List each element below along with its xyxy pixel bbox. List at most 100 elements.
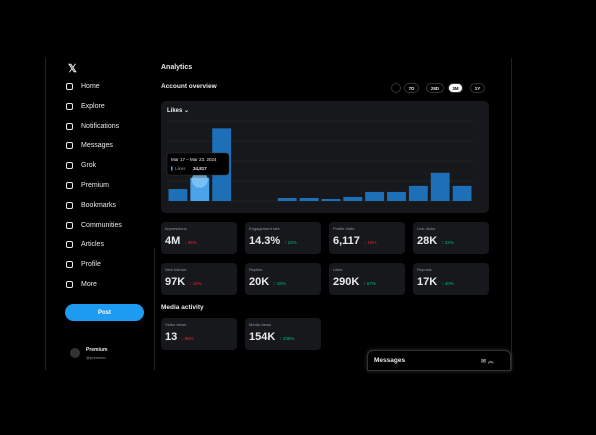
bar bbox=[343, 197, 363, 201]
change-value: 16% bbox=[192, 281, 202, 286]
metric-label: Media views bbox=[249, 322, 272, 327]
metric-number: 20K bbox=[249, 276, 270, 288]
metric-change: ↓ 98% bbox=[181, 336, 194, 341]
change-arrow: ↓ bbox=[189, 281, 193, 286]
metric-number: 97K bbox=[165, 276, 186, 288]
metric-card[interactable]: Engagement rate 14.3% ↑ 23% bbox=[245, 222, 321, 254]
likes-chart: Mar 17 – Mar 23, 2024 Likes 34,817 bbox=[166, 120, 473, 202]
period-button[interactable]: 3M bbox=[448, 83, 463, 93]
change-value: 22% bbox=[444, 240, 454, 245]
nav-icon bbox=[66, 281, 73, 288]
change-value: 18% bbox=[276, 281, 286, 286]
bar bbox=[321, 199, 341, 201]
metric-value: 28K ↑ 22% bbox=[417, 235, 454, 247]
metric-value: 97K ↓ 16% bbox=[165, 276, 202, 288]
nav-label: Premium bbox=[81, 182, 110, 189]
nav-item[interactable]: Grok bbox=[66, 162, 97, 170]
metric-label: New follows bbox=[165, 267, 187, 272]
metric-value: 6,117 ↓ 16% bbox=[333, 235, 376, 247]
tooltip bbox=[166, 152, 230, 176]
nav-item[interactable]: Notifications bbox=[66, 122, 120, 130]
app-window: 𝕏 Post Premium @premium Analytics Accoun… bbox=[45, 58, 512, 371]
page-title: Analytics bbox=[161, 64, 193, 71]
period-button[interactable]: 1Y bbox=[470, 83, 485, 93]
tooltip-date: Mar 17 – Mar 23, 2024 bbox=[171, 157, 217, 162]
messages-drawer[interactable]: Messages ✉ ︽ bbox=[367, 350, 511, 371]
metric-label: Replies bbox=[249, 267, 263, 272]
avatar bbox=[70, 348, 80, 358]
nav-icon bbox=[66, 162, 73, 170]
metric-card[interactable]: Link clicks 28K ↑ 22% bbox=[413, 222, 489, 254]
nav-label: Home bbox=[81, 83, 100, 90]
drawer-icons[interactable]: ✉ ︽ bbox=[481, 359, 494, 365]
metric-change: ↑ 67% bbox=[363, 281, 376, 286]
nav-label: Communities bbox=[81, 221, 122, 229]
metric-value: 17K ↑ 40% bbox=[417, 276, 454, 288]
metric-change: ↑ 18% bbox=[273, 281, 286, 286]
section-title: Media activity bbox=[161, 304, 204, 311]
nav-item[interactable]: Messages bbox=[66, 142, 113, 150]
metric-number: 28K bbox=[417, 235, 438, 247]
metric-card[interactable]: Reposts 17K ↑ 40% bbox=[413, 263, 489, 295]
change-value: 40% bbox=[444, 281, 454, 286]
calendar-button[interactable] bbox=[391, 83, 401, 93]
period-button[interactable]: 28D bbox=[426, 83, 444, 93]
metric-card[interactable]: Media views 154K ↑ 236% bbox=[245, 318, 321, 350]
nav-item[interactable]: Articles bbox=[66, 241, 104, 249]
metric-change: ↑ 236% bbox=[279, 336, 294, 341]
metric-card[interactable]: Video views 13 ↓ 98% bbox=[161, 318, 237, 350]
metric-card[interactable]: Impressions 4M ↓ 35% bbox=[161, 222, 237, 254]
nav-icon bbox=[66, 201, 73, 209]
metric-label: Link clicks bbox=[417, 226, 436, 231]
nav-label: More bbox=[81, 281, 97, 288]
metric-number: 13 bbox=[165, 331, 178, 343]
metric-number: 290K bbox=[333, 276, 360, 288]
nav-icon bbox=[66, 221, 73, 229]
change-arrow: ↓ bbox=[363, 240, 368, 245]
change-value: 67% bbox=[366, 281, 376, 286]
nav-icon bbox=[66, 241, 73, 249]
nav-item[interactable]: Communities bbox=[66, 221, 122, 229]
post-button[interactable]: Post bbox=[65, 304, 144, 321]
change-value: 98% bbox=[184, 336, 194, 341]
nav-item[interactable]: Premium bbox=[66, 182, 109, 189]
metric-number: 14.3% bbox=[249, 235, 281, 247]
period-button[interactable]: 7D bbox=[404, 83, 419, 93]
metric-card[interactable]: Profile visits 6,117 ↓ 16% bbox=[329, 222, 405, 254]
nav-icon bbox=[66, 83, 73, 90]
change-value: 16% bbox=[367, 240, 377, 245]
change-value: 23% bbox=[287, 240, 297, 245]
account-name[interactable]: Premium bbox=[86, 347, 108, 353]
metric-value: 20K ↑ 18% bbox=[249, 276, 286, 288]
metric-number: 4M bbox=[165, 235, 181, 247]
chart-metric[interactable]: Likes ⌄ bbox=[167, 108, 190, 114]
bar bbox=[387, 191, 406, 201]
nav-item[interactable]: More bbox=[66, 281, 97, 288]
nav-item[interactable]: Home bbox=[66, 83, 100, 90]
nav-item[interactable]: Explore bbox=[66, 102, 105, 110]
bar bbox=[168, 189, 188, 201]
metric-number: 17K bbox=[417, 276, 438, 288]
change-arrow: ↑ bbox=[441, 240, 445, 245]
change-arrow: ↑ bbox=[441, 281, 445, 286]
change-value: 236% bbox=[282, 336, 295, 341]
tooltip-swatch bbox=[171, 166, 173, 171]
metric-value: 14.3% ↑ 23% bbox=[249, 235, 297, 247]
metric-label: Reposts bbox=[417, 267, 432, 272]
nav-item[interactable]: Bookmarks bbox=[66, 201, 116, 209]
change-arrow: ↑ bbox=[279, 336, 283, 341]
tooltip-value: 34,817 bbox=[193, 166, 207, 171]
nav-icon bbox=[66, 182, 73, 189]
nav-label: Articles bbox=[81, 241, 104, 249]
nav-item[interactable]: Profile bbox=[66, 261, 101, 269]
metric-number: 6,117 bbox=[333, 235, 360, 247]
bar bbox=[408, 185, 428, 201]
metric-card[interactable]: New follows 97K ↓ 16% bbox=[161, 263, 237, 295]
metric-card[interactable]: Replies 20K ↑ 18% bbox=[245, 263, 321, 295]
metric-card[interactable]: Likes 290K ↑ 67% bbox=[329, 263, 405, 295]
nav-label: Notifications bbox=[81, 122, 120, 130]
metric-change: ↑ 22% bbox=[441, 240, 454, 245]
nav-label: Grok bbox=[81, 162, 97, 170]
change-arrow: ↓ bbox=[181, 336, 185, 341]
metric-change: ↑ 40% bbox=[441, 281, 454, 286]
